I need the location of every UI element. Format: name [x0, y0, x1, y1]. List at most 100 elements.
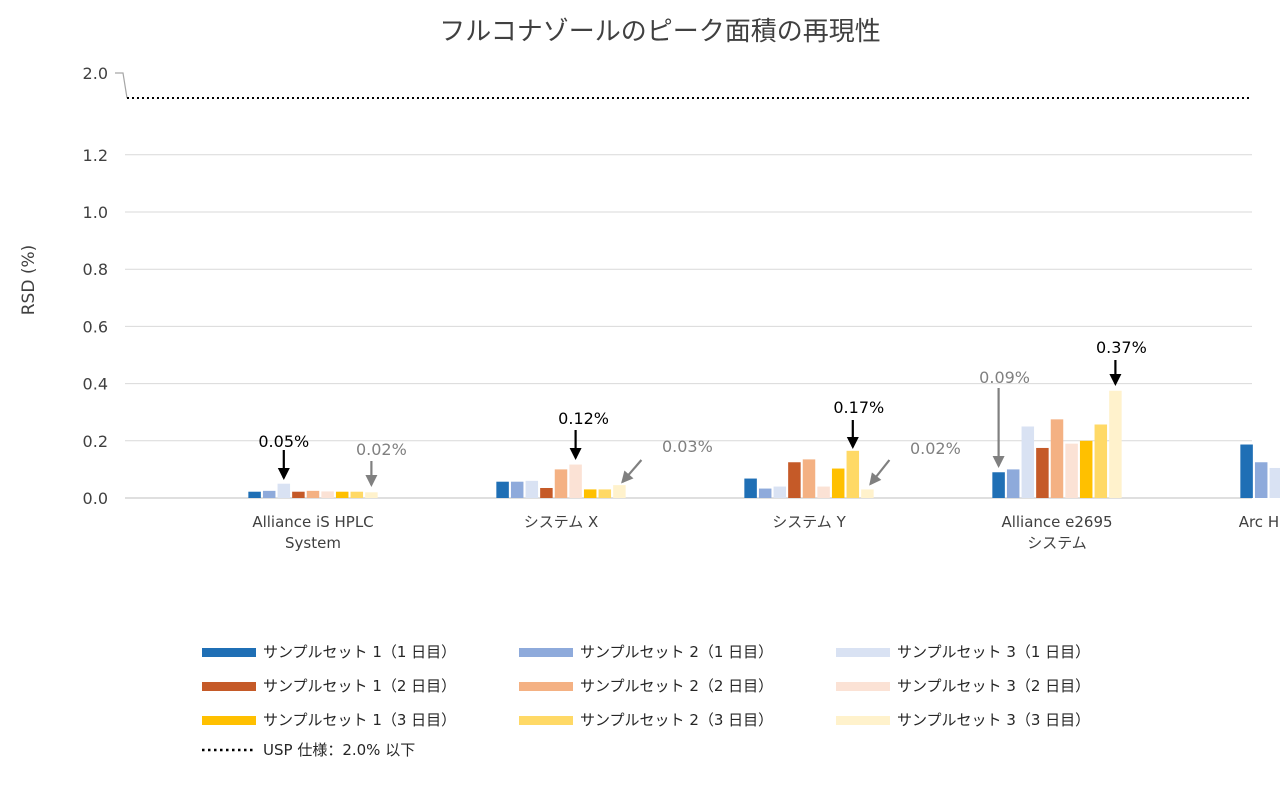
bar — [277, 483, 291, 498]
bar — [1021, 426, 1035, 498]
bars-group — [248, 390, 1280, 498]
legend-label: サンプルセット 3（2 日目） — [897, 677, 1090, 695]
bar — [992, 472, 1005, 498]
y-tick-label-break: 2.0 — [83, 64, 108, 83]
bar — [802, 459, 816, 498]
y-tick-label: 0.2 — [83, 432, 108, 451]
y-tick-label: 0.8 — [83, 260, 108, 279]
legend-label: サンプルセット 3（1 日目） — [897, 643, 1090, 661]
gridlines: 0.0 0.2 0.4 0.6 0.8 1.0 1.2 — [83, 146, 1252, 508]
legend-reference-label: USP 仕様：2.0% 以下 — [263, 741, 415, 759]
bar — [613, 485, 626, 498]
bar — [846, 450, 860, 498]
y-axis-label: RSD (%) — [19, 245, 39, 316]
bar — [540, 487, 553, 498]
bar — [744, 478, 757, 498]
annotation-arrow-head — [846, 437, 859, 449]
category-label: システム — [1027, 534, 1087, 552]
bar — [758, 488, 772, 498]
y-tick-label: 1.0 — [83, 203, 108, 222]
y-tick-label: 0.0 — [83, 489, 108, 508]
category-label: Alliance iS HPLC — [252, 513, 373, 531]
bar — [248, 491, 261, 498]
bar — [306, 490, 320, 498]
bar — [496, 481, 509, 498]
category-label: システム X — [524, 513, 599, 531]
bar — [1065, 443, 1078, 498]
y-axis-break: 2.0 — [83, 64, 1252, 99]
y-tick-label: 0.6 — [83, 317, 108, 336]
category-labels: Alliance iS HPLC System システム X システム Y Allian… — [252, 513, 1280, 552]
chart-title: フルコナゾールのピーク面積の再現性 — [439, 17, 880, 47]
annotation-arrow-head — [621, 470, 634, 484]
legend-label: サンプルセット 2（2 日目） — [580, 677, 773, 695]
bar — [1050, 419, 1064, 498]
bar — [831, 468, 845, 498]
bar — [262, 490, 276, 498]
legend-swatch — [836, 648, 890, 657]
category-label: Arc HPLC システム — [1239, 513, 1280, 531]
bar — [335, 491, 349, 498]
legend-label: サンプルセット 1（3 日目） — [263, 711, 456, 729]
legend-label: サンプルセット 1（2 日目） — [263, 677, 456, 695]
legend-label: サンプルセット 3（3 日目） — [897, 711, 1090, 729]
bar — [1006, 469, 1020, 498]
legend-swatch — [519, 716, 573, 725]
bar — [583, 489, 597, 498]
annotation-arrow-head — [992, 456, 1005, 468]
y-tick-label: 0.4 — [83, 375, 108, 394]
annotation-arrow-head — [365, 475, 378, 487]
legend-swatch — [519, 682, 573, 691]
bar — [525, 480, 539, 498]
annotation-label: 0.05% — [258, 432, 309, 451]
bar — [1079, 440, 1093, 498]
bar — [1036, 447, 1049, 498]
bar — [569, 464, 582, 498]
category-label: システム Y — [772, 513, 846, 531]
bar — [1240, 444, 1253, 498]
annotation-label: 0.02% — [910, 439, 961, 458]
annotation-arrow-head — [1109, 374, 1122, 386]
axis-break-mark — [115, 72, 128, 99]
annotation-arrow-head — [569, 448, 582, 460]
legend-label: サンプルセット 1（1 日目） — [263, 643, 456, 661]
bar — [321, 491, 334, 498]
legend-swatch — [519, 648, 573, 657]
legend-label: サンプルセット 2（3 日目） — [580, 711, 773, 729]
legend-swatch — [836, 716, 890, 725]
bar — [510, 481, 524, 498]
bar — [1254, 462, 1268, 498]
annotations-group: 0.05% 0.02% 0.12% 0.03% 0.17% 0.02% 0.09% 0.37%… — [258, 338, 1147, 487]
bar — [365, 492, 378, 498]
bar — [292, 491, 305, 498]
bar — [1109, 390, 1122, 498]
annotation-arrow-head — [869, 472, 882, 486]
annotation-label: 0.17% — [833, 398, 884, 417]
bar — [1269, 467, 1280, 498]
annotation-arrow-head — [277, 468, 290, 480]
annotation-label: 0.02% — [356, 440, 407, 459]
annotation-label: 0.37% — [1096, 338, 1147, 357]
legend-swatch — [202, 682, 256, 691]
category-label: System — [285, 534, 341, 552]
annotation-label: 0.12% — [558, 409, 609, 428]
bar — [554, 469, 568, 498]
annotation-label: 0.03% — [662, 437, 713, 456]
legend-swatch — [202, 648, 256, 657]
bar — [1094, 424, 1108, 498]
y-tick-label: 1.2 — [83, 146, 108, 165]
bar — [598, 489, 612, 498]
bar — [788, 462, 801, 498]
bar — [817, 486, 830, 498]
category-label: Alliance e2695 — [1001, 513, 1112, 531]
bar — [773, 486, 787, 498]
legend-swatch — [836, 682, 890, 691]
legend-swatch — [202, 716, 256, 725]
legend: サンプルセット 1（1 日目） サンプルセット 2（1 日目） サンプルセット 3（… — [202, 643, 1090, 759]
bar — [861, 489, 874, 498]
annotation-label: 0.09% — [979, 368, 1030, 387]
legend-label: サンプルセット 2（1 日目） — [580, 643, 773, 661]
bar — [350, 491, 364, 498]
